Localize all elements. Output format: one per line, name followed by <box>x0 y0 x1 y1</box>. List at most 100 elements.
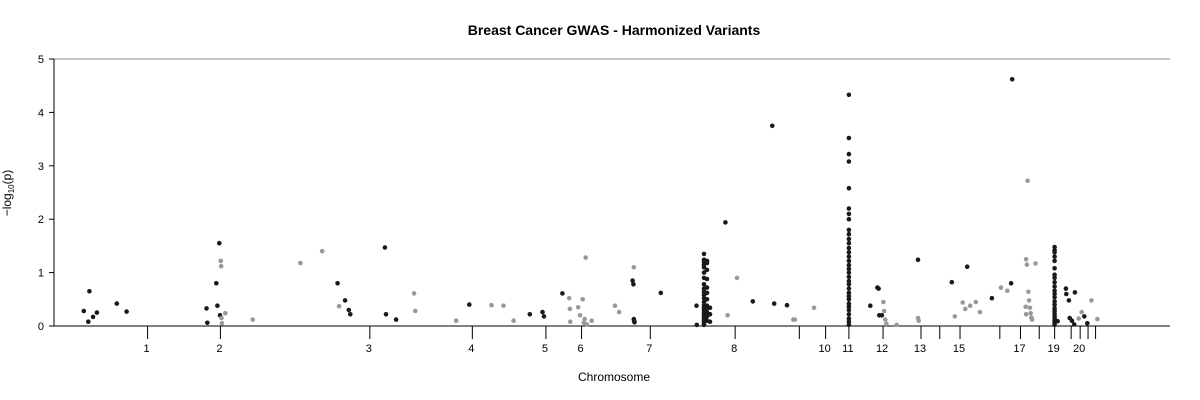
data-point <box>846 240 852 246</box>
data-point <box>541 314 547 319</box>
data-point <box>704 267 710 273</box>
data-point <box>87 289 92 294</box>
data-point <box>583 255 588 260</box>
data-point <box>1052 266 1057 271</box>
data-point <box>915 257 921 263</box>
x-tick-label: 19 <box>1048 343 1060 355</box>
data-point <box>219 321 225 326</box>
data-point <box>846 282 852 287</box>
data-point <box>348 312 353 317</box>
data-point <box>1027 305 1033 311</box>
data-point <box>335 281 340 286</box>
data-point <box>1028 310 1033 316</box>
data-point <box>90 314 96 320</box>
chart-title: Breast Cancer GWAS - Harmonized Variants <box>468 22 761 38</box>
data-point <box>1052 288 1057 294</box>
data-point <box>977 309 983 315</box>
data-point <box>319 248 325 254</box>
data-point <box>1052 294 1057 300</box>
data-point <box>707 319 713 325</box>
data-point <box>1052 254 1057 259</box>
data-point <box>725 313 730 318</box>
data-point <box>846 254 852 259</box>
data-point <box>868 303 873 309</box>
data-points <box>81 77 1100 328</box>
y-axis-ticks: 0 1 2 3 4 5 <box>38 54 54 333</box>
data-point <box>1026 298 1032 303</box>
y-tick-label: 4 <box>38 107 44 119</box>
data-point <box>846 297 852 302</box>
data-point <box>846 290 852 296</box>
x-tick-label: 7 <box>646 343 652 355</box>
data-point <box>881 308 887 314</box>
data-point <box>771 301 777 306</box>
data-point <box>298 260 303 266</box>
data-point <box>567 306 573 312</box>
data-point <box>1052 291 1057 297</box>
y-tick-label: 3 <box>38 161 44 173</box>
data-point <box>501 303 506 309</box>
data-point <box>846 185 852 191</box>
data-point <box>846 151 852 157</box>
data-point <box>704 290 710 296</box>
data-point <box>411 291 417 296</box>
data-point <box>846 216 852 222</box>
data-point <box>964 264 970 270</box>
data-point <box>382 245 388 250</box>
data-point <box>218 263 224 269</box>
data-point <box>846 286 852 291</box>
data-point <box>846 262 852 268</box>
data-point <box>540 309 545 315</box>
data-point <box>846 236 852 242</box>
data-point <box>701 299 707 305</box>
data-point <box>704 276 710 282</box>
x-tick-label: 2 <box>216 343 222 355</box>
data-point <box>1008 281 1014 286</box>
data-point <box>784 302 790 308</box>
data-point <box>214 281 219 286</box>
data-point <box>1064 291 1069 297</box>
data-point <box>846 159 852 164</box>
data-point <box>846 227 852 233</box>
data-point <box>846 301 852 306</box>
data-point <box>1052 306 1057 311</box>
data-point <box>1023 312 1029 317</box>
data-point <box>1052 275 1057 281</box>
data-point <box>694 303 699 309</box>
data-point <box>846 245 852 251</box>
data-point <box>770 123 775 129</box>
y-axis-label-paren: (p) <box>0 170 14 185</box>
data-point <box>846 293 852 299</box>
data-point <box>846 319 852 325</box>
data-point <box>846 258 852 264</box>
data-point <box>114 301 120 306</box>
data-point <box>1009 77 1015 82</box>
data-point <box>973 299 979 305</box>
data-point <box>219 315 224 321</box>
data-point <box>560 291 565 296</box>
data-point <box>393 317 399 322</box>
x-tick-label: 8 <box>731 343 737 355</box>
x-tick-label: 13 <box>914 343 926 355</box>
data-point <box>704 285 710 290</box>
data-point <box>707 305 713 311</box>
data-point <box>1076 316 1081 321</box>
x-tick-label: 6 <box>578 343 584 355</box>
data-point <box>952 314 958 319</box>
data-point <box>631 282 636 287</box>
data-point <box>967 303 973 309</box>
data-point <box>1029 317 1035 322</box>
data-point <box>489 302 494 308</box>
data-point <box>949 279 955 285</box>
data-point <box>846 316 852 321</box>
data-point <box>894 322 899 328</box>
data-point <box>1052 244 1057 250</box>
data-point <box>467 302 472 307</box>
data-point <box>846 211 852 217</box>
data-point <box>631 265 637 270</box>
y-tick-label: 1 <box>38 268 44 280</box>
data-point <box>1024 262 1030 267</box>
data-point <box>989 295 995 301</box>
data-point <box>612 303 618 309</box>
